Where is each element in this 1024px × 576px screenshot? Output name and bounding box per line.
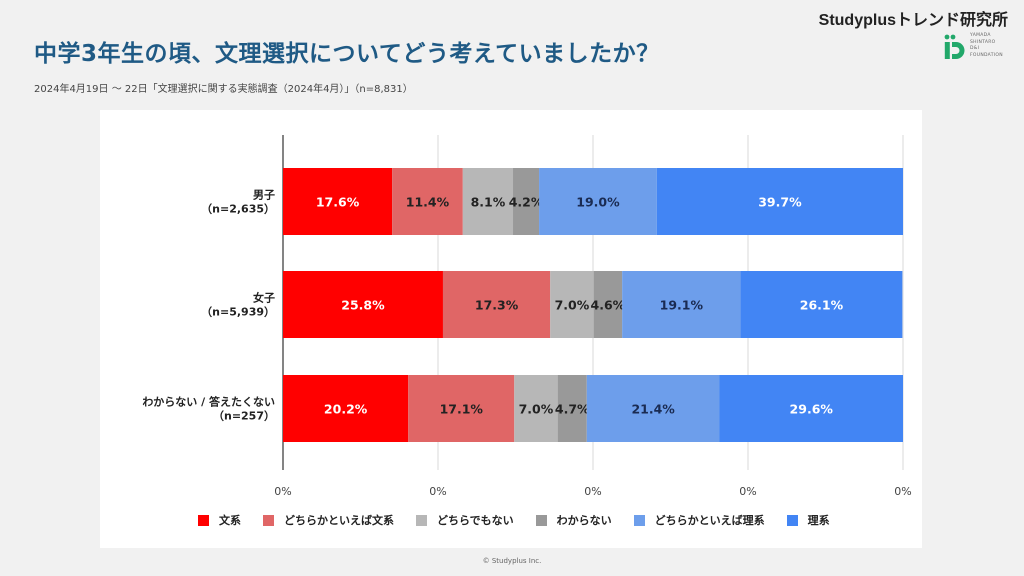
data-label: 7.0% (519, 402, 554, 417)
legend-label: わからない (556, 514, 612, 527)
data-label: 20.2% (324, 402, 368, 417)
data-label: 17.3% (475, 298, 519, 313)
legend-item: わからない (535, 512, 612, 528)
x-tick-label: 0% (739, 485, 756, 498)
data-label: 17.6% (316, 195, 360, 210)
data-label: 21.4% (631, 402, 675, 417)
bar-segment (539, 168, 657, 235)
bar-segment (462, 168, 514, 235)
bar-segment (593, 271, 623, 338)
x-tick-label: 0% (274, 485, 291, 498)
bar-segment (557, 375, 587, 442)
chart-legend: 文系 どちらかといえば文系 どちらでもない わからない どちらかといえば理系 理系 (198, 512, 830, 528)
legend-item: どちらかといえば文系 (263, 512, 394, 528)
foundation-logo-text: YAMADA SHINTARO D&I FOUNDATION (970, 33, 1003, 58)
data-label: 7.0% (555, 298, 590, 313)
legend-item: どちらかといえば理系 (633, 512, 765, 528)
legend-label: どちらかといえば文系 (284, 514, 394, 527)
data-label: 19.0% (576, 195, 620, 210)
foundation-logo: YAMADA SHINTARO D&I FOUNDATION (944, 32, 1016, 62)
bar-segment (550, 271, 594, 338)
data-label: 4.6% (591, 298, 626, 313)
bar-segment (283, 271, 443, 338)
category-sublabel: （n=2,635） (201, 203, 275, 216)
data-label: 29.6% (790, 402, 834, 417)
bar-segment (622, 271, 741, 338)
bar-segment (408, 375, 515, 442)
legend-swatch (416, 514, 427, 526)
category-label: わからない / 答えたくない (142, 395, 275, 409)
bar-segment (283, 375, 409, 442)
bar-segment (586, 375, 720, 442)
data-label: 4.7% (555, 402, 590, 417)
legend-label: どちらかといえば理系 (654, 514, 765, 527)
bar-segment (392, 168, 463, 235)
legend-item: 理系 (786, 512, 830, 528)
data-label: 8.1% (471, 195, 506, 210)
bar-segment (514, 375, 558, 442)
brand-name: Studyplusトレンド研究所 (818, 12, 1008, 29)
survey-subtitle: 2024年4月19日 〜 22日「文理選択に関する実態調査（2024年4月）」（… (34, 84, 413, 95)
bar-segment (656, 168, 903, 235)
bar-segment (283, 168, 393, 235)
stacked-bar-chart: 0% 0% 0% 0% 0% 男子（n=2,635） 17.6% 11.4% 8.1% 4.2% 1… (142, 135, 912, 498)
x-tick-label: 0% (429, 485, 446, 498)
category-label: 男子 (253, 189, 275, 202)
data-label: 25.8% (341, 298, 385, 313)
category-label: 女子 (253, 291, 275, 305)
chart-panel: 0% 0% 0% 0% 0% 男子 （n=2,635） 17.6% 11.4% 8.1% 4.2% 1… (100, 110, 922, 548)
legend-item: どちらでもない (416, 512, 514, 528)
legend-label: 理系 (807, 514, 830, 527)
foundation-logo-icon (944, 34, 965, 59)
legend-swatch (535, 514, 547, 526)
bar-segment (719, 375, 903, 442)
copyright: © Studyplus Inc. (482, 557, 542, 565)
bar-segment (740, 271, 903, 338)
bar-segment (513, 168, 540, 235)
bar-segment (442, 271, 551, 338)
legend-label: 文系 (219, 514, 241, 527)
data-label: 4.2% (509, 195, 544, 210)
data-label: 17.1% (440, 402, 484, 417)
legend-label: どちらでもない (437, 514, 514, 527)
category-sublabel: （n=5,939） (201, 306, 275, 319)
category-sublabel: （n=257） (213, 410, 275, 423)
x-tick-label: 0% (584, 485, 601, 498)
data-label: 11.4% (406, 195, 450, 210)
legend-swatch (263, 514, 274, 526)
legend-swatch (633, 514, 645, 526)
legend-swatch (786, 514, 798, 526)
data-label: 19.1% (660, 298, 704, 313)
legend-item: 文系 (198, 512, 241, 528)
page-title: 中学3年生の頃、文理選択についてどう考えていましたか？ (34, 41, 660, 67)
legend-swatch (198, 514, 209, 526)
data-label: 26.1% (800, 298, 844, 313)
x-tick-label: 0% (894, 485, 911, 498)
data-label: 39.7% (758, 195, 802, 210)
